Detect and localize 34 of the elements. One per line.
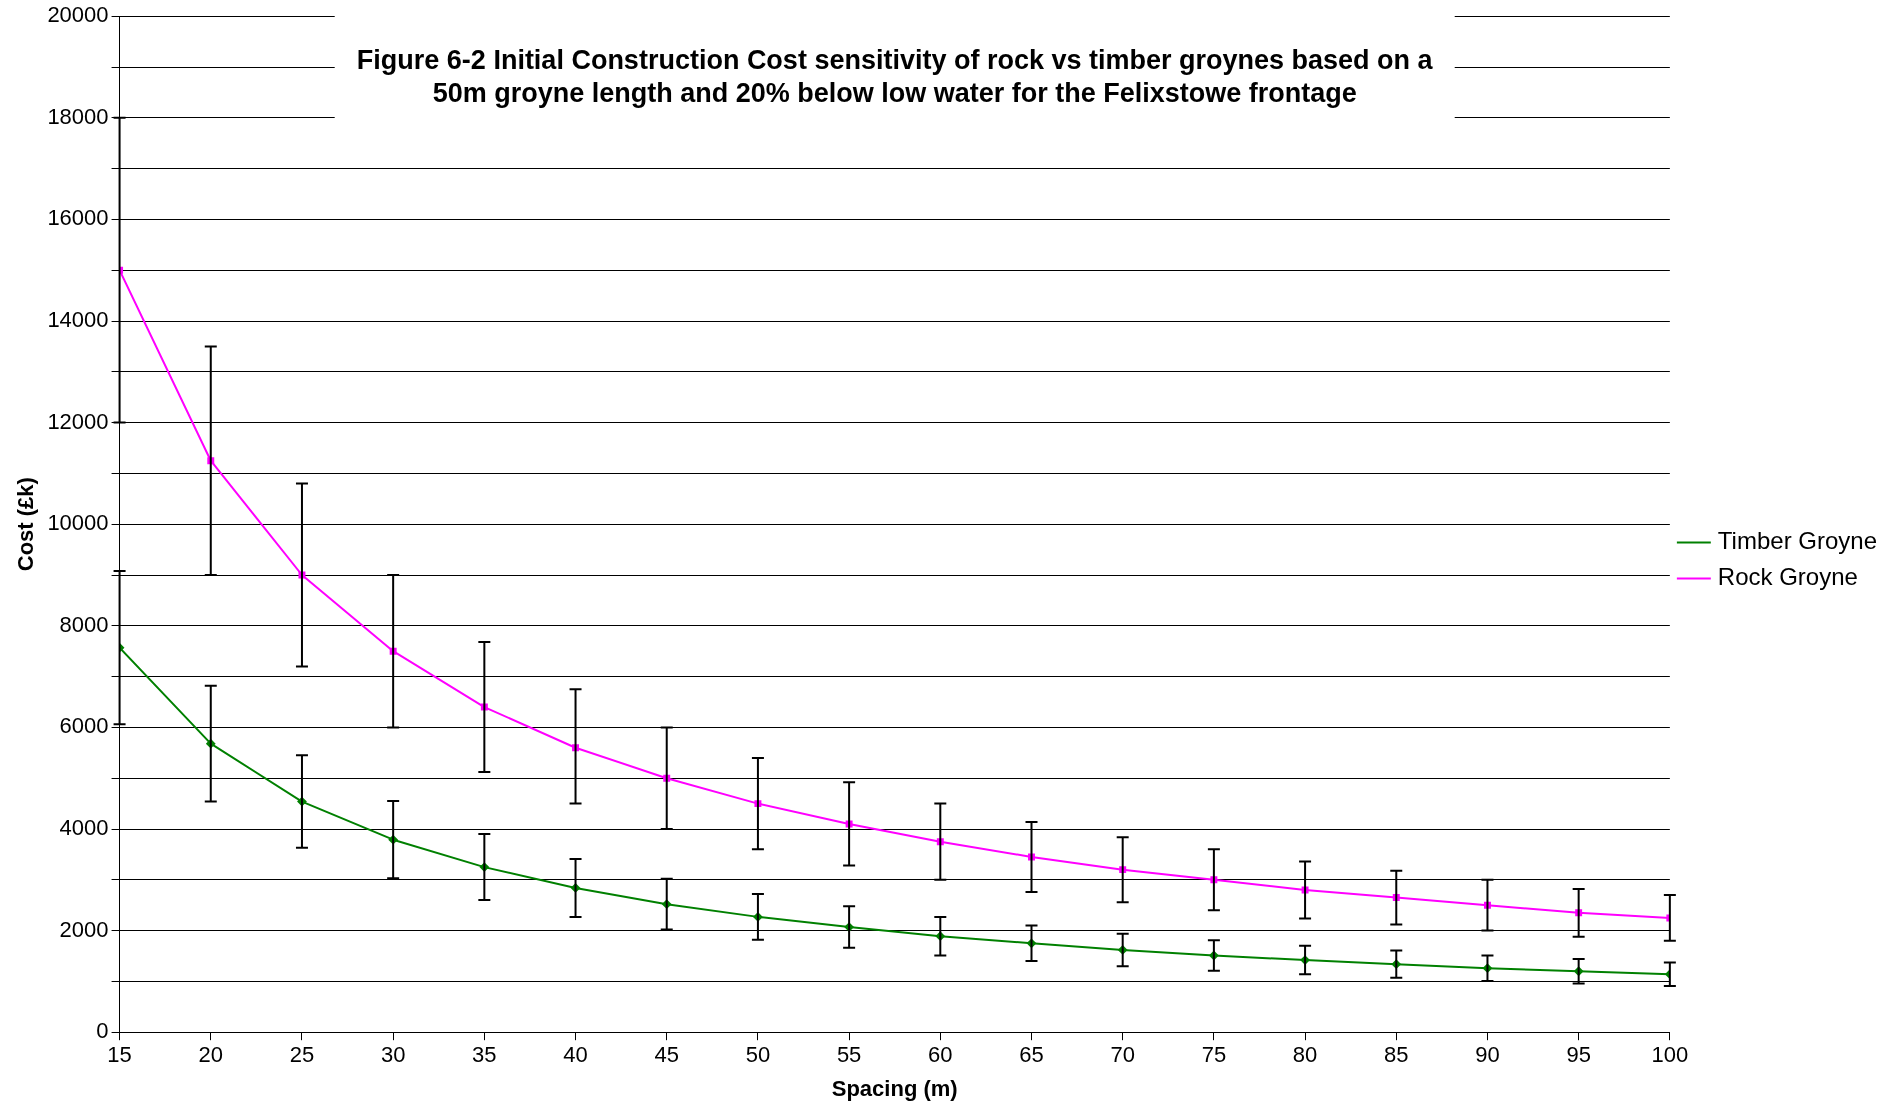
y-tick-label: 12000 [47, 408, 109, 434]
text: Figure 6-2 Initial Construction Cost sensitivity of rock vs timber groynes based on a 50m groyne length and 20% below low water for the Felixstowe frontage [356, 45, 1434, 109]
y-tick-label: 0 [96, 1018, 109, 1044]
y-tick-label: 20000 [47, 2, 109, 28]
legend-label: Rock Groyne [1717, 563, 1858, 591]
y-tick-label: 2000 [59, 916, 109, 942]
x-tick-label: 70 [1110, 1042, 1135, 1068]
x-tick-label: 35 [472, 1042, 497, 1068]
y-tick-label: 14000 [47, 307, 109, 333]
y-tick-label: 6000 [59, 713, 109, 739]
y-tick-label: 18000 [47, 103, 109, 129]
y-tick-label: 8000 [59, 611, 109, 637]
x-tick-label: 95 [1566, 1042, 1591, 1068]
x-tick-label: 85 [1384, 1042, 1409, 1068]
x-tick-label: 30 [380, 1042, 406, 1068]
legend-label: Timber Groyne [1717, 527, 1877, 555]
x-tick-label: 40 [563, 1042, 588, 1068]
y-tick-label: 10000 [47, 510, 109, 536]
x-tick-label: 90 [1475, 1042, 1500, 1068]
x-tick-label: 15 [107, 1042, 132, 1068]
x-tick-label: 100 [1651, 1042, 1689, 1068]
y-axis-title: Cost (£k) [13, 477, 39, 572]
x-tick-label: 50 [745, 1042, 771, 1068]
y-tick-label: 16000 [47, 205, 109, 231]
x-axis-title: Spacing (m) [831, 1075, 958, 1101]
x-tick-label: 75 [1201, 1042, 1227, 1068]
x-tick-label: 45 [654, 1042, 679, 1068]
x-tick-label: 25 [289, 1042, 315, 1068]
x-tick-label: 65 [1019, 1042, 1044, 1068]
x-tick-label: 20 [198, 1042, 224, 1068]
x-tick-label: 60 [928, 1042, 953, 1068]
y-tick-label: 4000 [59, 815, 109, 841]
x-tick-label: 55 [836, 1042, 862, 1068]
x-tick-label: 80 [1292, 1042, 1318, 1068]
